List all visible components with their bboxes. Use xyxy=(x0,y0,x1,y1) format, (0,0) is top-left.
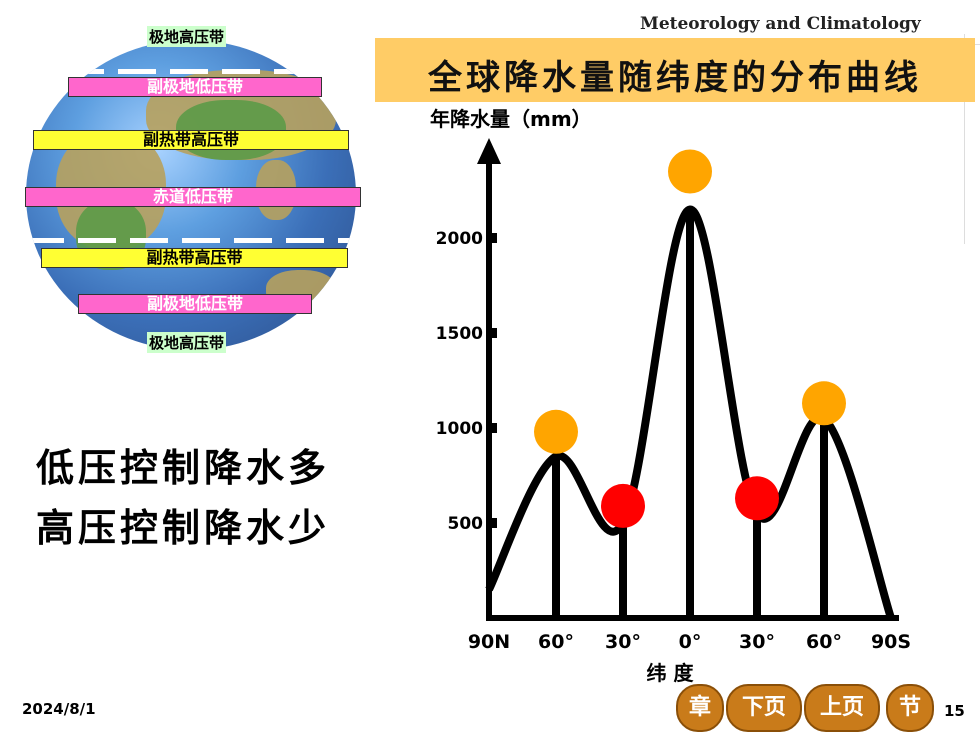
x-tick-label: 0° xyxy=(679,631,702,653)
y-tick-mark xyxy=(490,423,497,433)
subject-header: Meteorology and Climatology xyxy=(640,14,921,34)
x-tick-label: 90N xyxy=(468,631,510,653)
low-pressure-marker xyxy=(668,149,712,194)
low-pressure-marker xyxy=(534,409,578,454)
y-tick-label: 1500 xyxy=(436,324,483,344)
page-number: 15 xyxy=(944,702,965,720)
page-title: 全球降水量随纬度的分布曲线 xyxy=(428,58,922,98)
y-tick-label: 1000 xyxy=(436,419,483,439)
y-tick-mark xyxy=(490,233,497,243)
dashed-latitude-line xyxy=(66,69,326,74)
x-tick-label: 30° xyxy=(605,631,641,653)
dashed-latitude-line xyxy=(26,238,356,243)
rule-low-pressure: 低压控制降水多 xyxy=(36,446,331,490)
x-ticks: 90N 60° 30° 0° 30° 60° 90S xyxy=(468,631,911,653)
belt-equatorial-low: 赤道低压带 xyxy=(25,187,361,207)
belt-polar-high-north: 极地高压带 xyxy=(147,26,227,47)
y-tick-label: 2000 xyxy=(436,229,483,249)
latitude-bars xyxy=(552,209,828,618)
x-tick-label: 60° xyxy=(538,631,574,653)
y-tick-label: 500 xyxy=(448,514,484,534)
belt-subpolar-low-south: 副极地低压带 xyxy=(78,294,312,314)
x-tick-label: 30° xyxy=(739,631,775,653)
next-page-button[interactable]: 下页 xyxy=(726,684,802,732)
rule-high-pressure: 高压控制降水少 xyxy=(36,506,331,550)
y-tick-mark xyxy=(490,518,497,528)
pressure-markers xyxy=(534,149,846,528)
previous-page-button[interactable]: 上页 xyxy=(804,684,880,732)
x-tick-label: 90S xyxy=(871,631,911,653)
y-axis-label: 年降水量（mm） xyxy=(430,108,592,131)
low-pressure-marker xyxy=(802,381,846,426)
y-tick-mark xyxy=(490,328,497,338)
high-pressure-marker xyxy=(735,476,779,521)
precipitation-chart: 年降水量（mm） 500 1000 1500 2000 90N 60° 30° 0° 30° 6… xyxy=(430,108,911,685)
title-banner: 全球降水量随纬度的分布曲线 xyxy=(375,38,975,102)
chapter-button[interactable]: 章 xyxy=(676,684,724,732)
section-button[interactable]: 节 xyxy=(886,684,934,732)
belt-subpolar-low-north: 副极地低压带 xyxy=(68,77,322,97)
slide-date: 2024/8/1 xyxy=(22,700,96,718)
belt-subtropical-high-south: 副热带高压带 xyxy=(41,248,348,268)
y-axis-arrow xyxy=(477,138,501,164)
belt-polar-high-south: 极地高压带 xyxy=(147,332,227,353)
x-tick-label: 60° xyxy=(806,631,842,653)
high-pressure-marker xyxy=(601,483,645,528)
belt-subtropical-high-north: 副热带高压带 xyxy=(33,130,349,150)
x-axis-label: 纬 度 xyxy=(647,661,695,685)
y-ticks: 500 1000 1500 2000 xyxy=(436,229,497,534)
divider-vertical xyxy=(964,34,965,244)
